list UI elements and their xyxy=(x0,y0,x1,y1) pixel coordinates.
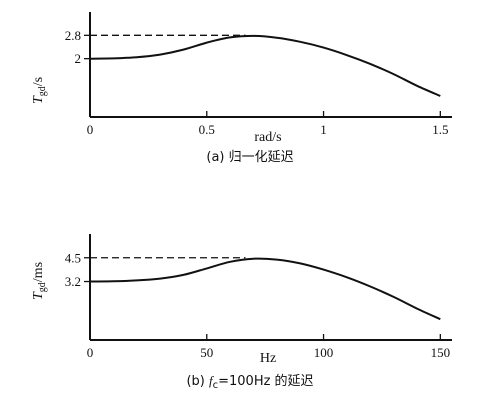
x-tick-label: 50 xyxy=(200,345,213,360)
delay-curve-b xyxy=(89,257,441,321)
y-tick-label: 2 xyxy=(75,51,82,66)
x-tick-label: 1.5 xyxy=(432,122,448,137)
x-tick-label: 0 xyxy=(87,122,94,137)
delay-curve-a xyxy=(89,34,441,97)
y-ticks-b: 3.2 4.5 xyxy=(65,250,90,289)
y-tick-label: 3.2 xyxy=(65,274,81,289)
y-tick-label: 4.5 xyxy=(65,250,81,265)
caption-b: (b) fc=100Hz 的延迟 xyxy=(186,373,313,391)
x-tick-label: 0.5 xyxy=(199,122,215,137)
x-axis-label-b: Hz xyxy=(260,351,276,366)
chart-a: 22.8 0 0.5 1 1.5 Tgd/s rad/s (a) 归一化延迟 xyxy=(31,12,452,165)
x-tick-label: 100 xyxy=(314,345,334,360)
y-axis-label-a: Tgd/s xyxy=(31,77,48,104)
chart-b: 3.2 4.5 0 50 100 150 Tgd/ms Hz (b) fc=100Hz … xyxy=(31,234,452,391)
x-ticks-b: 0 50 100 150 xyxy=(87,334,450,360)
y-axis-label-b: Tgd/ms xyxy=(31,262,48,300)
y-tick-label: 2.8 xyxy=(65,28,81,43)
x-axis-label-a: rad/s xyxy=(254,130,281,145)
y-ticks-a: 22.8 xyxy=(65,28,90,66)
x-tick-label: 0 xyxy=(87,345,94,360)
x-tick-label: 150 xyxy=(431,345,451,360)
x-tick-label: 1 xyxy=(320,122,327,137)
x-ticks-a: 0 0.5 1 1.5 xyxy=(87,111,448,137)
caption-a: (a) 归一化延迟 xyxy=(206,150,293,165)
